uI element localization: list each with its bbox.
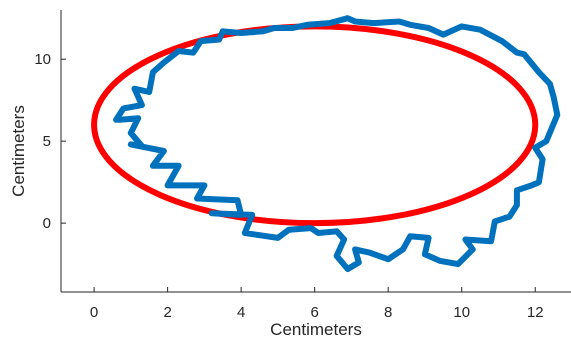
x-tick-label: 0	[90, 304, 98, 321]
axes	[60, 10, 571, 293]
ellipse-series-line	[91, 23, 539, 227]
x-tick-label: 6	[310, 304, 318, 321]
x-axis-label: Centimeters	[270, 320, 362, 339]
x-ticks: 0 2 4 6 8 10 12	[90, 287, 544, 321]
y-ticks: 0 5 10	[34, 51, 66, 232]
series-layer	[91, 15, 561, 272]
x-tick-label: 10	[453, 304, 470, 321]
y-tick-label: 0	[43, 215, 51, 232]
y-tick-label: 5	[43, 133, 51, 150]
x-tick-label: 4	[237, 304, 245, 321]
x-tick-label: 8	[384, 304, 392, 321]
y-axis-label: Centimeters	[9, 105, 28, 197]
irregular-series-line	[113, 15, 561, 272]
x-tick-label: 2	[163, 304, 171, 321]
x-tick-label: 12	[527, 304, 544, 321]
y-tick-label: 10	[34, 51, 51, 68]
